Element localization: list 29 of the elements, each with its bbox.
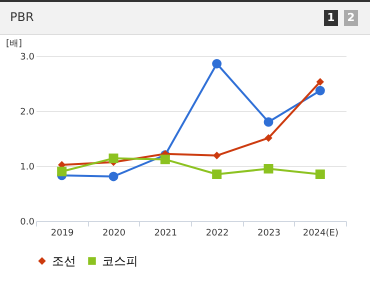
legend-label: 조선 [52,254,76,268]
x-tick-label: 2021 [154,228,178,238]
legend-label: 코스피 [102,254,138,268]
point [264,134,272,142]
point [315,170,325,179]
y-tick-label: 2.0 [20,108,35,118]
y-tick-label: 0.0 [20,218,35,228]
y-tick-label: 1.0 [20,162,35,172]
page-button: 2 [344,10,358,26]
point [108,172,118,182]
point [212,58,222,68]
point [315,86,325,96]
point [316,78,324,86]
point [160,154,170,164]
point [212,152,221,160]
point [264,164,274,174]
point [108,154,118,164]
page-button: 1 [324,10,338,26]
x-tick-label: 2022 [206,228,229,238]
point [264,117,274,127]
y-tick-label: 3.0 [20,52,35,62]
point [57,166,67,176]
chart-title: PBR [10,10,34,24]
point [212,170,222,179]
y-axis-title: [배] [6,39,22,49]
x-tick-label: 2024(E) [302,228,338,238]
x-tick-label: 2019 [50,228,74,238]
x-tick-label: 2020 [102,228,126,238]
x-tick-label: 2023 [258,228,280,238]
